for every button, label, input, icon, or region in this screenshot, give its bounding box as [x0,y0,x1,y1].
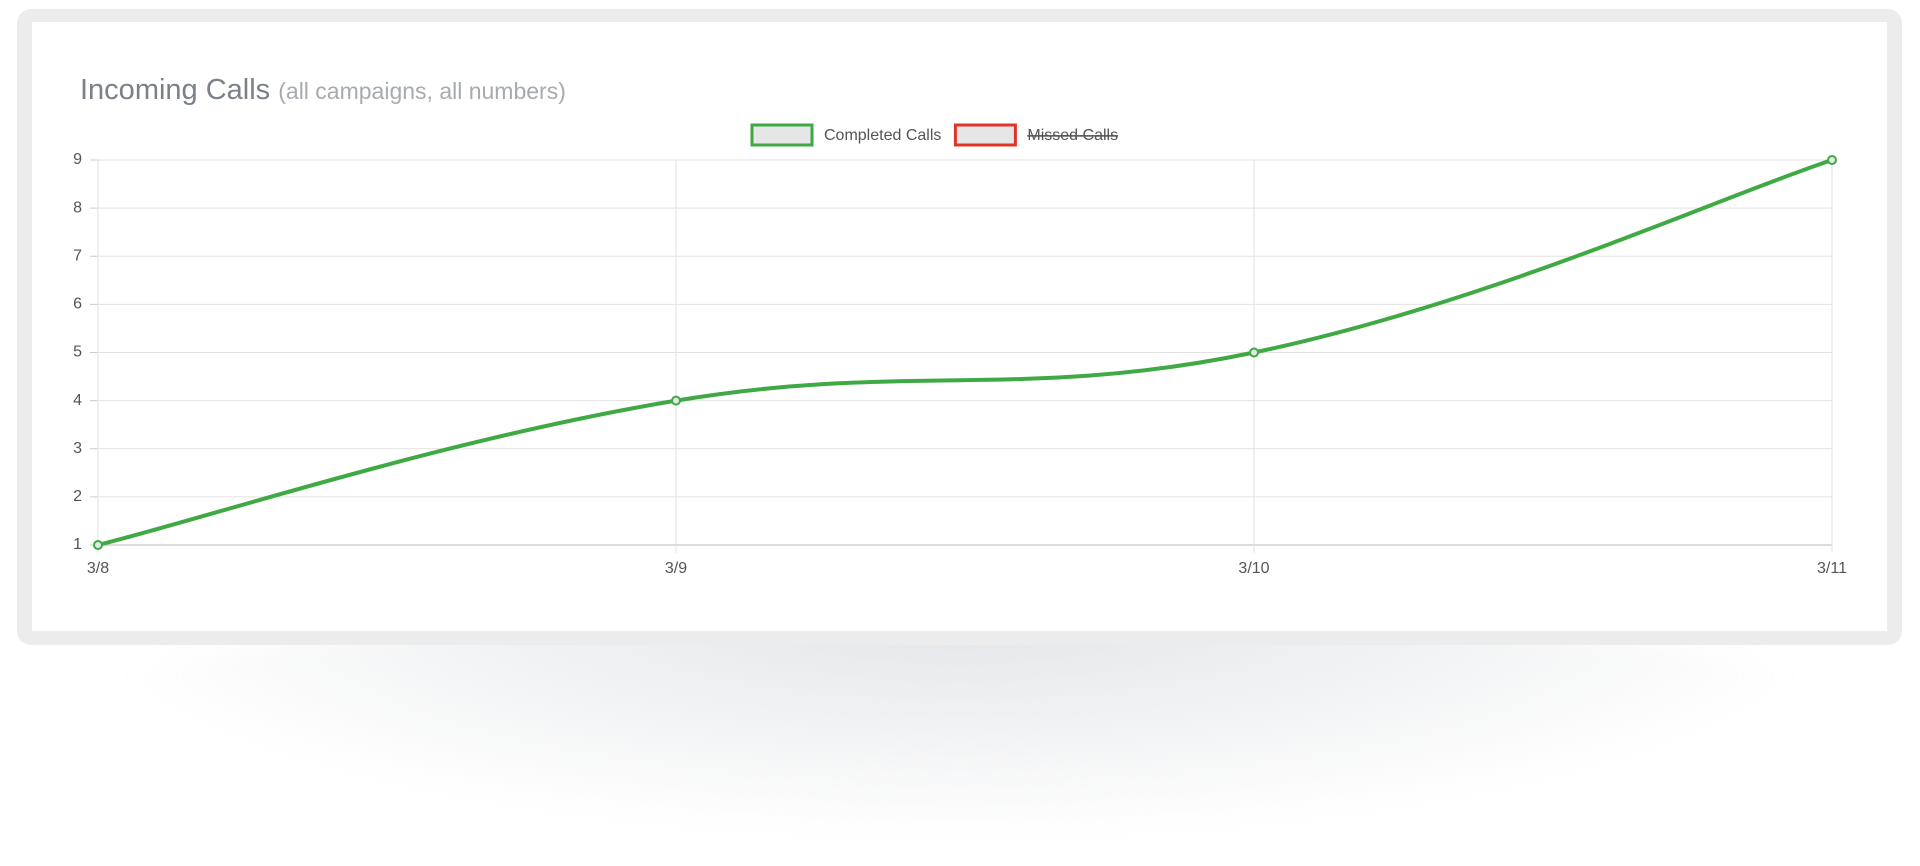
data-point [1249,347,1259,358]
y-tick-label: 8 [73,199,82,216]
legend-label[interactable]: Completed Calls [824,127,941,144]
x-tick-label: 3/9 [665,560,687,577]
x-tick-label: 3/10 [1238,560,1269,577]
legend-swatch [750,123,814,147]
y-tick-label: 3 [73,440,82,457]
y-tick-label: 7 [73,247,82,264]
title-text: Incoming Calls [80,74,271,106]
data-point [1827,155,1837,165]
series-line [97,158,1833,547]
y-tick-label: 9 [73,151,82,168]
y-tick-label: 2 [73,488,82,505]
card: Incoming Calls (all campaigns, all numbe… [17,9,1902,645]
subtitle: (all campaigns, all numbers) [278,78,566,104]
data-point [93,540,103,550]
legend-swatch [953,123,1017,147]
y-tick-label: 1 [73,536,82,553]
y-tick-label: 5 [73,344,82,361]
x-tick-label: 3/8 [87,560,109,577]
y-tick-label: 6 [73,296,82,313]
chart-title: Incoming Calls (all campaigns, all numbe… [80,74,566,107]
y-tick-label: 4 [73,392,82,409]
legend-label[interactable]: Missed Calls [1027,127,1118,144]
x-tick-label: 3/11 [1817,560,1847,577]
data-point [671,395,681,406]
